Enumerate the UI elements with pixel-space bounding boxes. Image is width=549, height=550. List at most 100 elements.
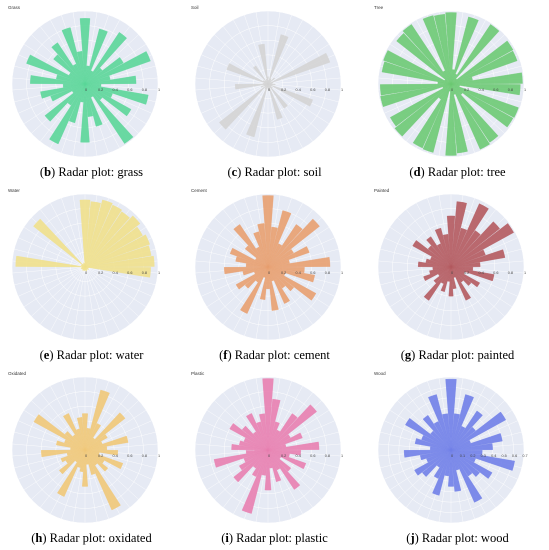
radar-wedge (438, 266, 452, 277)
radar-wedge (426, 236, 452, 268)
radar-wedge (68, 72, 86, 85)
radar-wedge (262, 378, 274, 451)
radar-wedge (267, 210, 292, 268)
radial-tick-label: 0.2 (464, 88, 469, 92)
radar-wedge (246, 83, 269, 138)
radar-wedge (44, 83, 86, 122)
radar-panel-i: Plastic 0 0.2 0.4 0.6 0.8 1 (i) Radar plot: pla… (183, 366, 366, 549)
radar-wedge (267, 52, 331, 85)
radar-wedge (450, 449, 493, 479)
radar-wedge (450, 201, 467, 268)
radial-tick-label: 0.8 (508, 88, 513, 92)
radial-tick-label: 0.6 (127, 271, 132, 275)
radar-wedge (442, 413, 452, 451)
radar-wedge (450, 72, 523, 85)
radar-wedge (244, 245, 269, 268)
caption-letter: i (225, 531, 229, 545)
radar-wedge (267, 246, 310, 268)
radar-wedge (253, 65, 269, 85)
radial-tick-label: 0.2 (281, 454, 286, 458)
spoke-gridline (223, 83, 269, 142)
panel-title: Painted (374, 188, 390, 193)
radar-wedge (84, 215, 141, 268)
spoke-gridline (84, 266, 98, 340)
radar-wedge (267, 449, 281, 460)
radial-tick-label: 0.2 (98, 271, 103, 275)
radial-tick-label: 0.6 (127, 454, 132, 458)
radar-wedge (60, 449, 86, 463)
radar-wedge (422, 83, 452, 153)
radial-tick-label: 0.8 (142, 454, 147, 458)
radar-wedge (258, 43, 269, 85)
radar-wedge (219, 83, 269, 130)
radial-tick-label: 0 (85, 454, 87, 458)
radar-wedge (267, 243, 283, 268)
radar-wedge (61, 27, 86, 85)
radar-wedge (267, 266, 279, 311)
radar-panel-c: Soil 0 0.2 0.4 0.6 0.8 1 (c) Radar plot: soil (183, 0, 366, 183)
radial-tick-label: 0.5 (502, 454, 507, 458)
radar-wedge (84, 441, 103, 451)
radar-wedge (72, 83, 86, 94)
radar-wedge (450, 449, 480, 477)
radar-wedge (79, 18, 91, 85)
spoke-gridline (233, 19, 269, 85)
caption-text: Radar plot: plastic (236, 531, 328, 545)
radar-wedge (267, 266, 317, 301)
radar-wedge (434, 14, 452, 85)
ring-gridline (377, 10, 525, 158)
radar-wedge (450, 425, 466, 451)
radial-tick-label: 0.8 (325, 271, 330, 275)
radar-wedge (448, 449, 454, 487)
panel-caption: (j) Radar plot: wood (406, 531, 509, 545)
radar-wedge (239, 440, 269, 451)
radar-wedge (84, 83, 94, 98)
spoke-gridline (18, 266, 86, 297)
spoke-gridline (61, 197, 86, 268)
spoke-gridline (450, 83, 522, 103)
radar-wedge (79, 199, 91, 268)
radar-wedge (267, 218, 320, 268)
radar-wedge (426, 449, 452, 463)
radar-wedge (82, 413, 88, 451)
radar-wedge (267, 83, 269, 90)
radar-wedge (430, 430, 452, 451)
ring-gridline (377, 376, 525, 524)
radar-wedge (421, 435, 452, 451)
radial-tick-label: 1 (524, 271, 526, 275)
radar-plot: 0 0.2 0.4 0.6 0.8 1 (11, 10, 160, 158)
radar-wedge (427, 245, 452, 268)
radar-wedge (84, 83, 149, 105)
spoke-gridline (389, 43, 452, 85)
radar-wedge (438, 83, 452, 100)
panel-title: Cement (191, 188, 207, 193)
radial-tick-label: 0.4 (479, 271, 484, 275)
spoke-gridline (14, 266, 86, 286)
radar-wedge (381, 61, 452, 85)
radar-wedge (83, 262, 86, 268)
radar-wedge (434, 227, 452, 268)
radar-plot: 0 0.2 0.4 0.6 0.8 1 (194, 193, 343, 341)
radial-tick-label: 0.2 (98, 454, 103, 458)
radial-tick-label: 1 (341, 271, 343, 275)
spoke-gridline (267, 83, 281, 157)
radar-wedge (450, 266, 480, 288)
radar-wedge (267, 432, 303, 451)
radar-wedge (235, 266, 269, 290)
radial-tick-label: 0.6 (493, 271, 498, 275)
radial-tick-label: 0 (85, 271, 87, 275)
radial-tick-label: 0.7 (522, 454, 527, 458)
radial-tick-label: 1 (158, 454, 160, 458)
radar-wedge (428, 394, 452, 451)
radar-wedge (267, 34, 289, 85)
radar-wedge (267, 398, 281, 451)
spoke-gridline (267, 77, 341, 85)
radar-plot: 0 0.2 0.4 0.6 0.8 1 (377, 10, 526, 158)
radar-wedge (412, 240, 452, 268)
ring-gridline (223, 39, 313, 129)
radar-panel-j: Wood 0 0.1 0.2 0.3 0.4 0.5 0.6 0.7 (j) Radar plot… (366, 366, 549, 549)
radial-tick-label: 0.8 (325, 88, 330, 92)
radar-wedge (243, 437, 269, 451)
radar-wedge (224, 266, 269, 275)
radar-wedge (267, 404, 317, 451)
